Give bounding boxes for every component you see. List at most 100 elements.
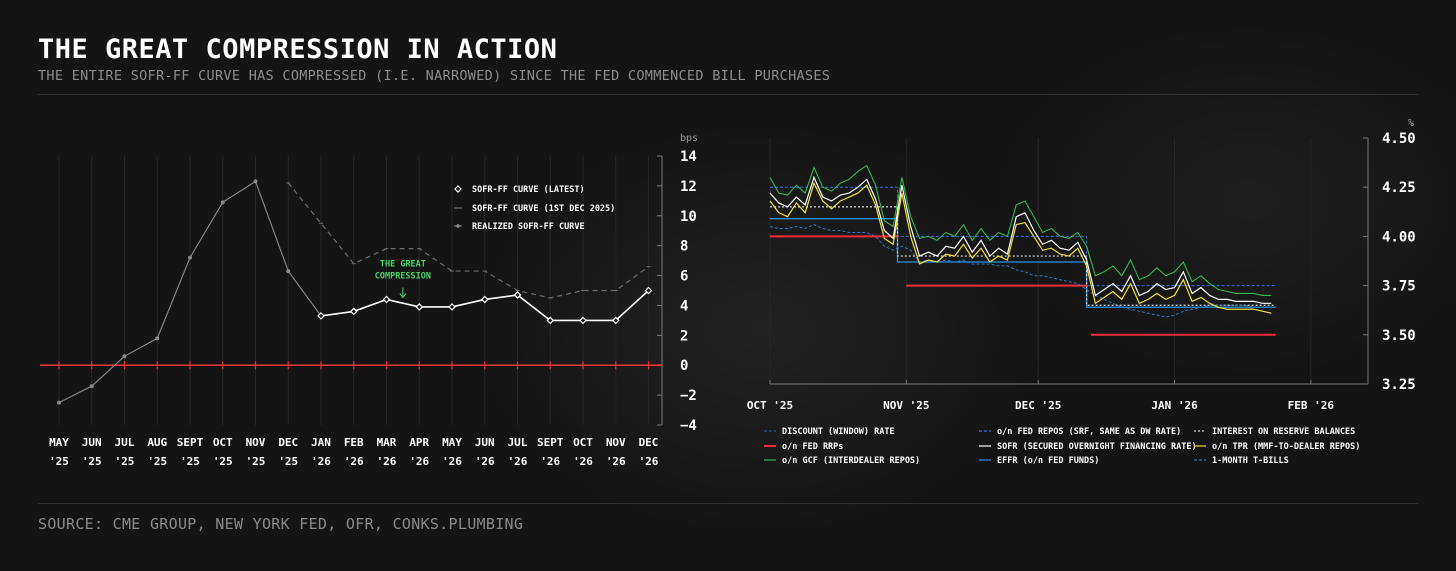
x-tick-label-month: JUN [82,436,102,449]
data-point-realized [188,255,192,260]
series-gcf [769,164,1272,296]
x-tick-label-month: JUL [508,436,528,449]
data-point-latest [349,307,358,316]
x-tick-label-year: '25 [82,455,102,468]
series-iorb [770,206,1276,306]
y-tick-label: 3.75 [1382,279,1416,295]
x-tick-label-month: SEPT [177,436,204,449]
x-tick-label: JAN '26 [1151,399,1198,412]
series-tpr [769,181,1272,314]
x-tick-label-year: '26 [409,455,429,468]
data-point-latest [415,303,424,311]
legend-label: SOFR-FF CURVE (LATEST) [472,185,585,195]
data-point-realized [122,354,127,359]
x-tick-label-year: '26 [442,455,462,468]
source-note: SOURCE: CME GROUP, NEW YORK FED, OFR, CO… [38,515,524,533]
data-point-realized [220,200,225,205]
x-tick-label-month: MAR [377,436,397,449]
x-tick-label-month: DEC [278,436,298,449]
y-tick-label: 12 [680,179,697,195]
data-point-realized [57,400,61,405]
top-divider [38,94,1418,95]
y-tick-label: 4 [680,298,688,314]
y-axis-unit: % [1408,118,1414,129]
legend-label-tbill: 1-MONTH T-BILLS [1212,456,1289,466]
bottom-divider [38,503,1418,504]
y-tick-label: 6 [680,269,688,285]
x-tick-label-month: OCT [213,436,233,449]
data-point-realized [89,384,94,389]
series-line-dec [287,182,649,299]
legend-label-tpr: o/n TPR (MMF-TO-DEALER REPOS) [1212,442,1360,452]
legend-label: SOFR-FF CURVE (1ST DEC 2025) [472,204,615,214]
x-tick-label-month: JAN [311,436,331,449]
data-point-latest [644,286,653,295]
y-tick-label: 10 [680,209,697,225]
legend-label-fedrepo: o/n FED REPOS (SRF, SAME AS DW RATE) [997,427,1181,437]
x-tick-label-month: MAY [442,436,462,449]
series-effr [770,218,1276,308]
x-tick-label-month: FEB [344,436,364,449]
data-point-realized [286,269,291,274]
x-tick-label-month: JUN [475,436,495,449]
x-tick-label: FEB '26 [1288,399,1335,412]
data-point-realized [253,179,258,184]
y-tick-label: 4.50 [1382,131,1416,147]
y-tick-label: 14 [680,149,697,165]
x-tick-label-year: '26 [540,455,560,468]
y-tick-label: −4 [680,418,697,434]
x-tick-label-month: SEPT [537,436,564,449]
annotation-text: COMPRESSION [375,272,431,282]
x-tick-label-year: '26 [508,455,528,468]
legend-label-sofr: SOFR (SECURED OVERNIGHT FINANCING RATE) [997,442,1197,452]
x-tick-label-month: DEC [639,436,659,449]
legend-label-effr: EFFR (o/n FED FUNDS) [997,456,1099,466]
x-tick-label-year: '25 [278,455,298,468]
y-tick-label: 4.25 [1382,180,1416,196]
x-tick-label-year: '26 [606,455,626,468]
data-point-latest [382,295,391,304]
data-point-latest [579,316,587,325]
x-tick-label-year: '26 [311,455,331,468]
y-tick-label: 4.00 [1382,229,1416,245]
x-tick-label-year: '26 [475,455,495,468]
x-tick-label-month: APR [409,436,429,449]
legend-label-gcf: o/n GCF (INTERDEALER REPOS) [782,456,920,466]
x-tick-label: OCT '25 [747,399,793,412]
x-tick-label-year: '26 [573,455,593,468]
x-tick-label-year: '25 [49,455,69,468]
data-point-latest [448,303,456,311]
y-tick-label: 3.50 [1382,328,1416,344]
data-point-latest [513,291,522,299]
y-tick-label: −2 [680,388,697,404]
legend-marker-realized-dot [456,224,460,228]
x-tick-label-month: OCT [573,436,593,449]
data-point-realized [155,336,160,341]
x-tick-label-month: AUG [147,436,167,449]
x-tick-label-year: '25 [213,455,233,468]
x-tick-label-year: '26 [344,455,364,468]
x-tick-label-month: JUL [115,436,135,449]
y-tick-label: 3.25 [1382,377,1416,393]
y-tick-label: 2 [680,328,688,344]
x-tick-label-year: '26 [377,455,397,468]
x-tick-label-year: '25 [180,455,200,468]
data-point-latest [317,312,325,320]
data-point-latest [546,316,555,325]
x-tick-label-year: '25 [246,455,266,468]
page-subtitle: THE ENTIRE SOFR-FF CURVE HAS COMPRESSED … [38,68,831,84]
series-sofr [769,175,1272,304]
y-axis-unit: bps [680,133,698,144]
legend-label-discount: DISCOUNT (WINDOW) RATE [782,427,895,437]
legend-label: REALIZED SOFR-FF CURVE [472,222,585,232]
x-tick-label-year: '25 [115,455,135,468]
x-tick-label: NOV '25 [883,399,929,412]
page-title: THE GREAT COMPRESSION IN ACTION [38,34,558,65]
x-tick-label-month: NOV [246,436,266,449]
legend-label-rrp: o/n FED RRPs [782,442,843,452]
legend-label-iorb: INTEREST ON RESERVE BALANCES [1212,427,1355,437]
annotation-text: THE GREAT [380,260,426,270]
x-tick-label-month: MAY [49,436,69,449]
